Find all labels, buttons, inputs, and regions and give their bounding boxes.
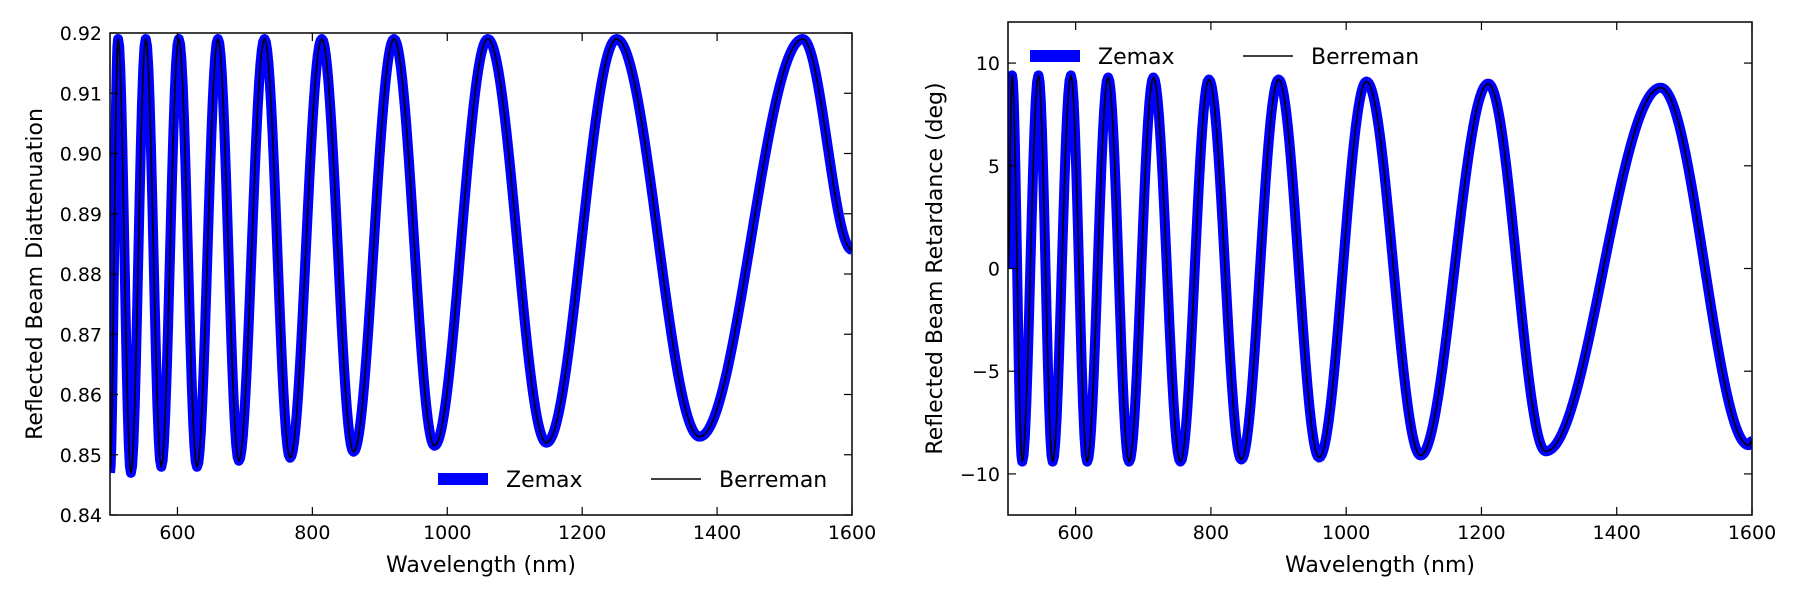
right-ytick-label: −10	[960, 464, 1000, 486]
left-x-axis-title: Wavelength (nm)	[386, 553, 576, 578]
left-xtick-label: 1000	[423, 522, 471, 544]
left-y-axis-title: Reflected Beam Diattenuation	[23, 108, 48, 440]
right-series-berreman-line	[1008, 74, 1752, 463]
left-legend-label-berreman: Berreman	[719, 468, 827, 493]
right-ytick-label: 10	[976, 53, 1000, 75]
left-xtick-label: 800	[294, 522, 330, 544]
left-ytick-label: 0.92	[60, 23, 102, 45]
right-xtick-label: 600	[1058, 522, 1094, 544]
left-ytick-label: 0.84	[60, 505, 102, 527]
left-chart-panel: 600 800 1000 1200 1400 1600 0.84 0.85 0.86 0.87 0.…	[23, 23, 876, 578]
left-ytick-label: 0.91	[60, 83, 102, 105]
right-xtick-label: 1600	[1728, 522, 1776, 544]
right-x-axis-title: Wavelength (nm)	[1285, 553, 1475, 578]
right-legend-label-berreman: Berreman	[1311, 45, 1419, 70]
right-xtick-label: 800	[1193, 522, 1229, 544]
left-ytick-label: 0.87	[60, 324, 102, 346]
left-series-zemax-line	[110, 34, 852, 478]
left-legend: Zemax Berreman	[438, 468, 827, 493]
right-ytick-label: 5	[988, 156, 1000, 178]
left-ytick-label: 0.85	[60, 445, 102, 467]
right-legend: Zemax Berreman	[1030, 45, 1419, 70]
left-ytick-label: 0.88	[60, 264, 102, 286]
left-legend-label-zemax: Zemax	[506, 468, 583, 493]
left-ytick-label: 0.90	[60, 144, 102, 166]
right-y-axis-title: Reflected Beam Retardance (deg)	[923, 82, 948, 454]
right-xtick-label: 1000	[1322, 522, 1370, 544]
left-xtick-label: 1400	[693, 522, 741, 544]
right-ytick-label: −5	[972, 361, 1000, 383]
left-xtick-label: 1600	[828, 522, 876, 544]
right-xtick-label: 1400	[1593, 522, 1641, 544]
left-ytick-label: 0.86	[60, 385, 102, 407]
left-series-berreman-line	[110, 38, 852, 474]
left-xtick-label: 600	[159, 522, 195, 544]
right-legend-label-zemax: Zemax	[1098, 45, 1175, 70]
left-ytick-label: 0.89	[60, 204, 102, 226]
left-plot-area	[110, 34, 852, 478]
right-chart-panel: 600 800 1000 1200 1400 1600 −10 −5 0 5 10 Wavelengt…	[923, 21, 1776, 578]
right-ytick-label: 0	[988, 259, 1000, 281]
left-xtick-label: 1200	[558, 522, 606, 544]
right-xtick-label: 1200	[1457, 522, 1505, 544]
right-plot-area	[1008, 70, 1752, 467]
